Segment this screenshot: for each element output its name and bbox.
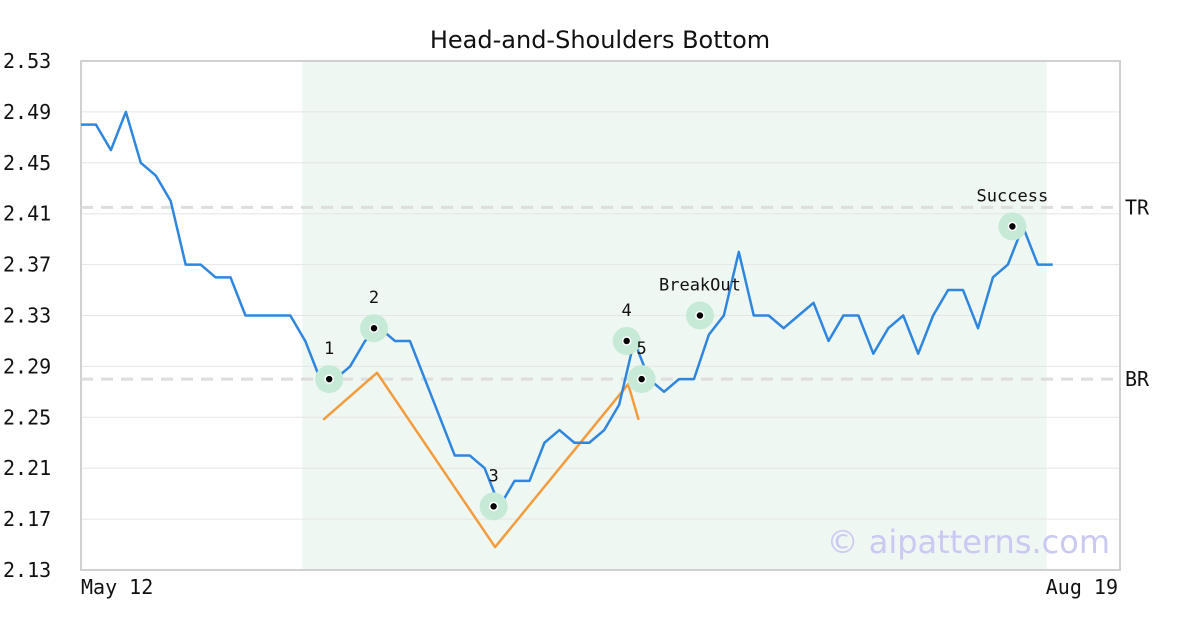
marker-point xyxy=(324,374,334,384)
series-line xyxy=(81,110,1053,508)
chart-title: Head-and-Shoulders Bottom xyxy=(430,26,770,54)
y-tick-label: 2.33 xyxy=(3,304,51,328)
level-label-br: BR xyxy=(1125,367,1150,391)
y-tick-label: 2.49 xyxy=(3,100,51,124)
y-tick-label: 2.17 xyxy=(3,507,51,531)
x-tick-label: Aug 19 xyxy=(1046,575,1118,599)
y-tick-label: 2.45 xyxy=(3,151,51,175)
marker-point xyxy=(695,310,705,321)
marker-point xyxy=(621,336,632,346)
y-tick-label: 2.37 xyxy=(3,253,51,277)
marker-point xyxy=(488,501,499,512)
annotation-label: Success xyxy=(977,186,1049,206)
annotation-label: BreakOut xyxy=(659,276,741,296)
annotation-label: 1 xyxy=(324,339,334,359)
annotation-label: 4 xyxy=(622,301,632,321)
annotation-label: 3 xyxy=(488,466,498,486)
watermark: © aipatterns.com xyxy=(827,523,1110,561)
y-tick-label: 2.13 xyxy=(3,558,51,582)
y-tick-label: 2.25 xyxy=(3,405,51,429)
annotation-label: 2 xyxy=(369,288,379,308)
pattern-line xyxy=(322,371,640,549)
x-tick-label: May 12 xyxy=(81,575,153,599)
marker-point xyxy=(1007,221,1018,232)
annotation-label: 5 xyxy=(637,339,647,359)
y-tick-label: 2.29 xyxy=(3,354,51,378)
plot-frame xyxy=(80,60,1121,571)
y-tick-label: 2.53 xyxy=(3,49,51,73)
marker-point xyxy=(636,374,647,384)
level-label-tr: TR xyxy=(1125,195,1150,219)
y-tick-label: 2.21 xyxy=(3,456,51,480)
marker-point xyxy=(369,323,379,333)
y-tick-label: 2.41 xyxy=(3,202,51,226)
